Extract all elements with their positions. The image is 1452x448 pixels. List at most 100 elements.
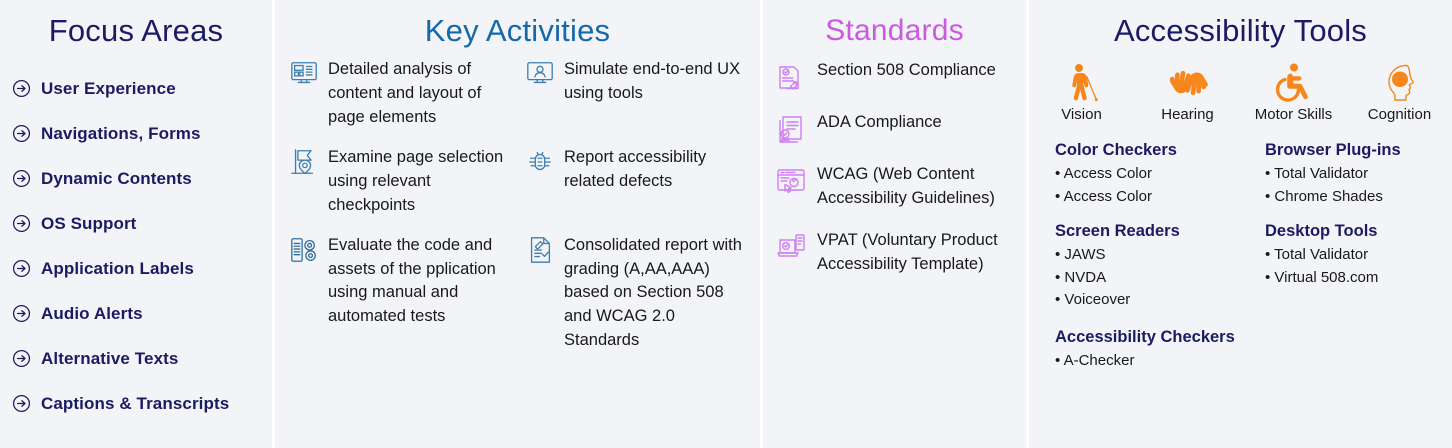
key-activity-text: Consolidated report with grading (A,AA,A… [564, 235, 742, 350]
circle-arrow-right-icon [12, 304, 31, 323]
tools-list-item: Access Color [1055, 163, 1235, 186]
tools-group-list: Total Validator Chrome Shades [1265, 163, 1452, 208]
key-activity-text: Report accessibility related defects [564, 147, 707, 190]
tools-group-screen-readers: Screen Readers JAWS NVDA Voiceover [1055, 222, 1235, 312]
standards-item-text: WCAG (Web Content Accessibility Guidelin… [817, 165, 995, 207]
standards-item-vpat[interactable]: VPAT (Voluntary Product Accessibility Te… [775, 229, 1026, 277]
tools-list-item: Chrome Shades [1265, 186, 1452, 209]
tools-list-item: Access Color [1055, 186, 1235, 209]
focus-item-audio-alerts[interactable]: Audio Alerts [6, 291, 272, 336]
key-activity-text: Simulate end-to-end UX using tools [564, 60, 741, 103]
disability-label: Cognition [1367, 106, 1432, 124]
standards-column: Standards Section 508 Compliance [760, 0, 1026, 448]
key-activity-item[interactable]: Examine page selection using relevant ch… [289, 146, 517, 218]
standards-item-text: Section 508 Compliance [817, 61, 996, 79]
standards-item-section-508[interactable]: Section 508 Compliance [775, 59, 1026, 93]
tools-list-item: Voiceover [1055, 289, 1235, 312]
tools-group-title: Accessibility Checkers [1055, 327, 1235, 346]
key-activity-item[interactable]: Report accessibility related defects [525, 146, 753, 218]
laptop-devices-icon [775, 231, 807, 263]
focus-areas-title: Focus Areas [48, 13, 224, 48]
focus-item-application-labels[interactable]: Application Labels [6, 246, 272, 291]
tools-list-item: Total Validator [1265, 244, 1452, 267]
focus-item-os-support[interactable]: OS Support [6, 201, 272, 246]
standards-item-ada[interactable]: ADA Compliance [775, 111, 1026, 145]
head-brain-icon [1378, 62, 1422, 104]
focus-areas-list: User Experience Navigations, Forms Dynam… [0, 66, 272, 426]
standards-list: Section 508 Compliance ADA Compliance [763, 59, 1026, 277]
disability-icons-row: Vision Hearing [1029, 62, 1452, 123]
key-activity-text: Evaluate the code and assets of the ppli… [328, 235, 496, 326]
tools-list-item: JAWS [1055, 244, 1235, 267]
standards-item-text: ADA Compliance [817, 113, 942, 131]
tools-group-title: Color Checkers [1055, 141, 1177, 160]
tools-group-list: Access Color Access Color [1055, 163, 1235, 208]
disability-cognition[interactable]: Cognition [1360, 62, 1440, 123]
accessibility-tools-column: Accessibility Tools Vision [1026, 0, 1452, 448]
flag-location-icon [289, 147, 319, 177]
key-activity-text: Detailed analysis of content and layout … [328, 60, 482, 126]
tools-group-color-checkers: Color Checkers Access Color Access Color [1055, 141, 1235, 208]
focus-item-label: Audio Alerts [41, 303, 143, 323]
tools-group-list: JAWS NVDA Voiceover [1055, 244, 1235, 312]
tools-group-browser-plugins: Browser Plug-ins Total Validator Chrome … [1265, 141, 1452, 208]
focus-item-label: Alternative Texts [41, 348, 179, 368]
bug-report-icon [525, 147, 555, 177]
accessibility-tools-title: Accessibility Tools [1113, 13, 1368, 48]
circle-arrow-right-icon [12, 259, 31, 278]
focus-item-label: User Experience [41, 78, 176, 98]
circle-arrow-right-icon [12, 169, 31, 188]
disability-motor-skills[interactable]: Motor Skills [1254, 62, 1334, 123]
tools-list-item: Total Validator [1265, 163, 1452, 186]
document-check-icon [525, 235, 555, 265]
focus-item-label: Application Labels [41, 258, 194, 278]
tools-list-item: A-Checker [1055, 350, 1452, 373]
tools-group-title: Browser Plug-ins [1265, 141, 1401, 160]
focus-item-label: Captions & Transcripts [41, 393, 230, 413]
tools-group-desktop-tools: Desktop Tools Total Validator Virtual 50… [1265, 222, 1452, 312]
tools-list-item: NVDA [1055, 267, 1235, 290]
sign-language-hands-icon [1166, 62, 1210, 104]
focus-item-label: OS Support [41, 213, 137, 233]
key-activity-item[interactable]: Detailed analysis of content and layout … [289, 58, 517, 130]
key-activities-column: Key Activities Detailed analysis of cont… [272, 0, 760, 448]
focus-item-dynamic-contents[interactable]: Dynamic Contents [6, 156, 272, 201]
tools-group-title: Desktop Tools [1265, 222, 1378, 241]
tools-list-item: Virtual 508.com [1265, 267, 1452, 290]
disability-hearing[interactable]: Hearing [1148, 62, 1228, 123]
standards-item-wcag[interactable]: WCAG (Web Content Accessibility Guidelin… [775, 163, 1026, 211]
key-activities-title: Key Activities [424, 13, 611, 48]
tools-group-list: Total Validator Virtual 508.com [1265, 244, 1452, 289]
disability-label: Vision [1061, 106, 1102, 124]
circle-arrow-right-icon [12, 349, 31, 368]
circle-arrow-right-icon [12, 394, 31, 413]
standards-title: Standards [825, 14, 964, 47]
focus-areas-column: Focus Areas User Experience Navigations,… [0, 0, 272, 448]
disability-vision[interactable]: Vision [1042, 62, 1122, 123]
disability-label: Motor Skills [1254, 106, 1333, 124]
circle-arrow-right-icon [12, 79, 31, 98]
key-activity-item[interactable]: Evaluate the code and assets of the ppli… [289, 234, 517, 354]
standards-item-text: VPAT (Voluntary Product Accessibility Te… [817, 230, 998, 273]
focus-item-user-experience[interactable]: User Experience [6, 66, 272, 111]
focus-item-captions-transcripts[interactable]: Captions & Transcripts [6, 381, 272, 426]
circle-arrow-right-icon [12, 124, 31, 143]
code-gear-icon [289, 235, 319, 265]
key-activity-item[interactable]: Simulate end-to-end UX using tools [525, 58, 753, 130]
browser-cursor-icon [775, 165, 807, 197]
disability-label: Hearing [1161, 106, 1214, 124]
tools-group-accessibility-checkers: Accessibility Checkers A-Checker [1055, 328, 1452, 373]
focus-item-alternative-texts[interactable]: Alternative Texts [6, 336, 272, 381]
circle-arrow-right-icon [12, 214, 31, 233]
wheelchair-icon [1272, 62, 1316, 104]
monitor-user-icon [525, 59, 555, 89]
focus-item-label: Dynamic Contents [41, 168, 192, 188]
key-activity-text: Examine page selection using relevant ch… [328, 147, 504, 214]
key-activity-item[interactable]: Consolidated report with grading (A,AA,A… [525, 234, 753, 354]
tools-group-title: Screen Readers [1055, 222, 1180, 241]
focus-item-navigations-forms[interactable]: Navigations, Forms [6, 111, 272, 156]
certificate-badge-icon [775, 113, 807, 145]
tools-groups-grid: Color Checkers Access Color Access Color… [1029, 141, 1452, 386]
monitor-layout-icon [289, 59, 319, 89]
blind-cane-person-icon [1060, 62, 1104, 104]
